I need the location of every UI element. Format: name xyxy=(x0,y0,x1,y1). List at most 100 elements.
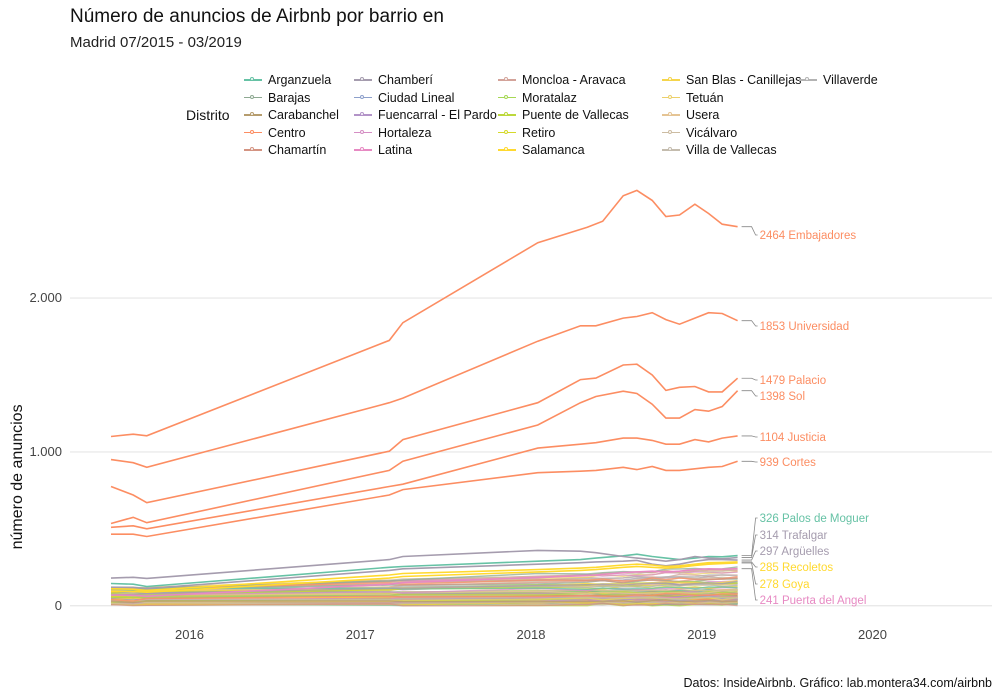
series-end-label: 2464 Embajadores xyxy=(760,230,857,242)
legend-item: Vicálvaro xyxy=(662,125,737,141)
x-tick-label: 2020 xyxy=(858,627,887,642)
legend-title: Distrito xyxy=(186,107,230,123)
series-line xyxy=(110,189,738,438)
series-line xyxy=(110,435,738,530)
legend-label: Ciudad Lineal xyxy=(378,90,455,105)
series-line xyxy=(110,311,738,469)
legend-item: Puente de Vallecas xyxy=(498,107,629,123)
legend: Arganzuela Barajas Carabanchel Centro Chamar… xyxy=(244,72,944,162)
series-end-label: 297 Argüelles xyxy=(760,546,830,558)
legend-item: Chamartín xyxy=(244,142,326,158)
chart-subtitle: Madrid 07/2015 - 03/2019 xyxy=(70,34,242,51)
background-series-line xyxy=(110,596,738,602)
legend-item: Latina xyxy=(354,142,412,158)
legend-label: Chamberí xyxy=(378,73,433,87)
legend-swatch xyxy=(498,142,516,158)
series-lines xyxy=(110,189,739,598)
legend-item: Barajas xyxy=(244,90,310,106)
label-leader xyxy=(741,568,758,601)
legend-item: Centro xyxy=(244,125,306,141)
legend-label: Fuencarral - El Pardo xyxy=(378,108,497,122)
series-end-label: 314 Trafalgar xyxy=(760,530,828,542)
legend-item: Tetuán xyxy=(662,90,724,106)
background-series xyxy=(110,566,738,607)
legend-swatch xyxy=(498,90,516,106)
background-series-line xyxy=(110,590,738,596)
legend-swatch xyxy=(662,90,680,106)
legend-item: Chamberí xyxy=(354,72,433,88)
axes: número de anuncios xyxy=(9,404,26,549)
series-end-label: 1398 Sol xyxy=(760,391,805,403)
background-series-line xyxy=(110,602,738,607)
label-leader xyxy=(741,550,758,561)
legend-swatch xyxy=(244,107,262,123)
legend-swatch xyxy=(244,72,262,88)
legend-swatch xyxy=(662,72,680,88)
legend-label: Chamartín xyxy=(268,143,327,157)
legend-item: Ciudad Lineal xyxy=(354,90,454,106)
legend-swatch xyxy=(354,142,372,158)
y-tick-label: 1.000 xyxy=(29,444,62,459)
series-end-label: 241 Puerta del Angel xyxy=(760,595,867,607)
legend-label: Arganzuela xyxy=(268,73,332,87)
series-end-label: 1104 Justicia xyxy=(760,432,827,444)
background-series-line xyxy=(110,580,738,596)
label-leader xyxy=(741,390,758,397)
y-axis-title: número de anuncios xyxy=(9,404,26,549)
label-leader xyxy=(741,460,758,463)
chart-title: Número de anuncios de Airbnb por barrio … xyxy=(70,6,444,27)
legend-label: Tetuán xyxy=(686,90,724,105)
source-caption: Datos: InsideAirbnb. Gráfico: lab.monter… xyxy=(683,676,993,690)
legend-item: Arganzuela xyxy=(244,72,331,88)
legend-item: San Blas - Canillejas xyxy=(662,72,801,88)
series-line xyxy=(110,549,738,580)
label-leader xyxy=(741,561,758,568)
legend-label: Hortaleza xyxy=(378,125,432,140)
series-end-label: 939 Cortes xyxy=(760,457,817,469)
legend-item: Salamanca xyxy=(498,142,585,158)
y-tick-label: 0 xyxy=(55,598,62,613)
legend-label: Carabanchel xyxy=(268,108,339,122)
series-end-label: 285 Recoletos xyxy=(760,562,834,574)
legend-label: Villa de Vallecas xyxy=(686,143,777,157)
legend-swatch xyxy=(799,72,817,88)
series-end-label: 278 Goya xyxy=(760,579,810,591)
x-tick-label: 2018 xyxy=(517,627,546,642)
legend-item: Moncloa - Aravaca xyxy=(498,72,626,88)
legend-swatch xyxy=(354,90,372,106)
legend-swatch xyxy=(662,107,680,123)
series-line xyxy=(110,558,738,590)
legend-swatch xyxy=(244,125,262,141)
legend-item: Villa de Vallecas xyxy=(662,142,777,158)
legend-label: Moncloa - Aravaca xyxy=(522,73,626,87)
background-series-line xyxy=(110,599,738,604)
legend-item: Carabanchel xyxy=(244,107,339,123)
legend-item: Usera xyxy=(662,107,719,123)
legend-label: Usera xyxy=(686,108,720,122)
legend-swatch xyxy=(244,90,262,106)
legend-label: Moratalaz xyxy=(522,90,577,105)
legend-swatch xyxy=(354,72,372,88)
series-end-label: 1853 Universidad xyxy=(760,321,850,333)
series-line xyxy=(110,567,738,598)
legend-label: Salamanca xyxy=(522,143,585,157)
legend-label: Centro xyxy=(268,125,306,140)
label-leader xyxy=(741,562,758,585)
legend-item: Fuencarral - El Pardo xyxy=(354,107,497,123)
label-leader xyxy=(741,435,758,438)
y-tick-label: 2.000 xyxy=(29,290,62,305)
label-leader xyxy=(741,517,758,557)
legend-item: Hortaleza xyxy=(354,125,432,141)
label-leader xyxy=(741,320,758,327)
label-leader xyxy=(741,377,758,381)
legend-label: Retiro xyxy=(522,125,556,140)
legend-label: Latina xyxy=(378,143,413,157)
legend-swatch xyxy=(354,107,372,123)
legend-swatch xyxy=(244,142,262,158)
series-line xyxy=(111,460,738,538)
series-line xyxy=(110,363,739,504)
series-line xyxy=(110,561,738,592)
label-leader xyxy=(741,534,758,558)
series-end-label: 1479 Palacio xyxy=(760,375,827,387)
